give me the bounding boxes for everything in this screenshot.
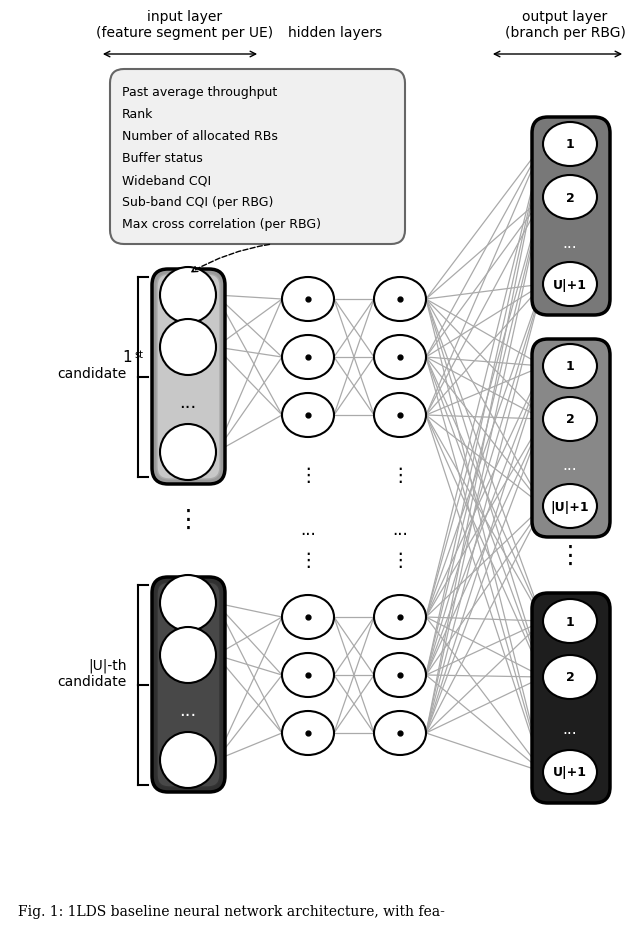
- Text: Sub-band CQI (per RBG): Sub-band CQI (per RBG): [122, 196, 273, 209]
- Ellipse shape: [282, 278, 334, 322]
- Text: Rank: Rank: [122, 108, 154, 121]
- Text: ⋮: ⋮: [557, 543, 582, 567]
- Text: 2: 2: [566, 191, 574, 204]
- Ellipse shape: [160, 628, 216, 683]
- Text: |U|+1: |U|+1: [550, 500, 589, 513]
- Ellipse shape: [543, 123, 597, 167]
- Ellipse shape: [374, 595, 426, 640]
- Text: 1: 1: [122, 350, 132, 365]
- Ellipse shape: [282, 394, 334, 438]
- Text: U|+1: U|+1: [553, 766, 587, 779]
- Text: Buffer status: Buffer status: [122, 152, 203, 165]
- Ellipse shape: [160, 576, 216, 631]
- Ellipse shape: [374, 278, 426, 322]
- Text: 1: 1: [566, 615, 574, 628]
- Text: 1: 1: [566, 138, 574, 151]
- Ellipse shape: [160, 268, 216, 324]
- Text: Past average throughput: Past average throughput: [122, 86, 277, 99]
- Ellipse shape: [282, 654, 334, 697]
- Ellipse shape: [374, 711, 426, 756]
- Text: ⋮: ⋮: [175, 507, 200, 531]
- Text: ⋮: ⋮: [390, 550, 410, 569]
- Text: ...: ...: [179, 701, 196, 719]
- Ellipse shape: [543, 600, 597, 643]
- Text: input layer: input layer: [147, 10, 223, 24]
- Ellipse shape: [160, 320, 216, 375]
- FancyBboxPatch shape: [532, 593, 610, 803]
- FancyBboxPatch shape: [532, 118, 610, 316]
- Text: (feature segment per UE): (feature segment per UE): [97, 26, 273, 40]
- Text: 2: 2: [566, 671, 574, 684]
- Ellipse shape: [543, 345, 597, 388]
- Ellipse shape: [543, 750, 597, 794]
- Text: 2: 2: [566, 413, 574, 426]
- FancyBboxPatch shape: [110, 70, 405, 245]
- FancyBboxPatch shape: [157, 274, 220, 479]
- Text: U|+1: U|+1: [553, 278, 587, 291]
- FancyBboxPatch shape: [157, 582, 220, 787]
- Text: ...: ...: [563, 722, 577, 737]
- Text: 1: 1: [566, 360, 574, 373]
- Text: st: st: [134, 349, 143, 360]
- Ellipse shape: [282, 336, 334, 379]
- Text: output layer: output layer: [522, 10, 607, 24]
- Text: ⋮: ⋮: [298, 550, 317, 569]
- Ellipse shape: [543, 485, 597, 528]
- Ellipse shape: [374, 394, 426, 438]
- Text: ⋮: ⋮: [390, 466, 410, 485]
- Ellipse shape: [282, 595, 334, 640]
- Ellipse shape: [282, 711, 334, 756]
- Text: Fig. 1: 1LDS baseline neural network architecture, with fea-: Fig. 1: 1LDS baseline neural network arc…: [18, 904, 445, 918]
- Text: ⋮: ⋮: [298, 466, 317, 485]
- Text: ...: ...: [563, 458, 577, 473]
- Text: ...: ...: [179, 394, 196, 412]
- Ellipse shape: [374, 654, 426, 697]
- Ellipse shape: [160, 732, 216, 788]
- Ellipse shape: [543, 262, 597, 307]
- FancyBboxPatch shape: [532, 339, 610, 538]
- Text: candidate: candidate: [58, 674, 127, 688]
- Text: ...: ...: [563, 236, 577, 251]
- FancyBboxPatch shape: [152, 270, 225, 485]
- FancyBboxPatch shape: [152, 578, 225, 793]
- Text: hidden layers: hidden layers: [288, 26, 382, 40]
- Ellipse shape: [543, 398, 597, 441]
- Text: Wideband CQI: Wideband CQI: [122, 174, 211, 187]
- Text: (branch per RBG): (branch per RBG): [504, 26, 625, 40]
- Ellipse shape: [374, 336, 426, 379]
- Ellipse shape: [160, 425, 216, 480]
- Ellipse shape: [543, 655, 597, 699]
- Text: Number of allocated RBs: Number of allocated RBs: [122, 130, 278, 143]
- Text: Max cross correlation (per RBG): Max cross correlation (per RBG): [122, 218, 321, 231]
- Text: |U|-th: |U|-th: [88, 658, 127, 672]
- Text: ...: ...: [300, 520, 316, 539]
- Text: ...: ...: [392, 520, 408, 539]
- Ellipse shape: [543, 176, 597, 220]
- Text: candidate: candidate: [58, 366, 127, 381]
